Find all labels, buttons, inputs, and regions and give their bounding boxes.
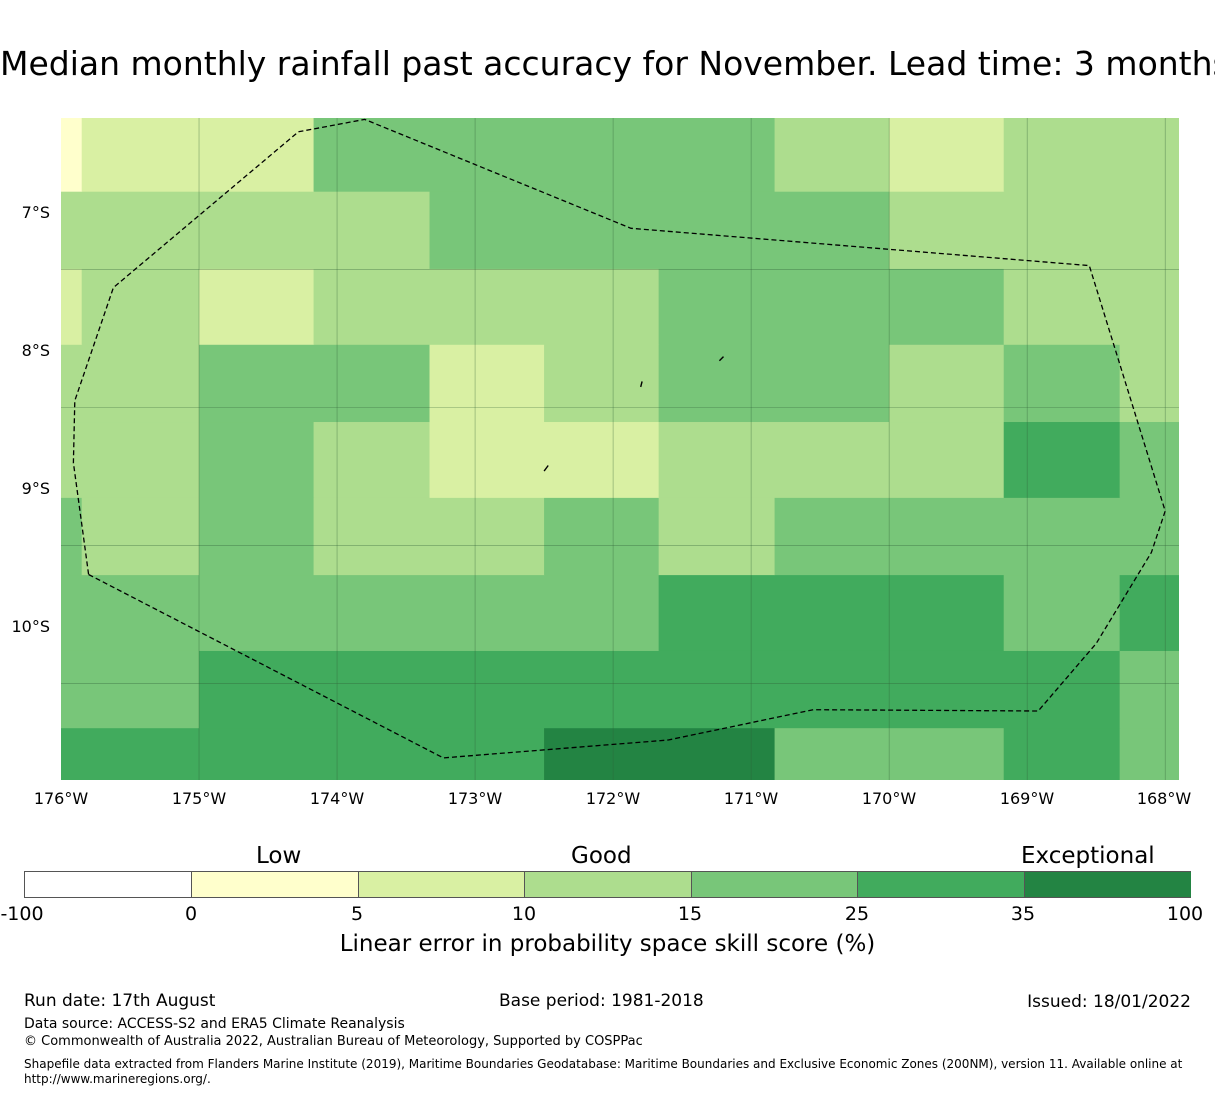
colorbar-tick: 25 — [844, 903, 870, 925]
skill-cell — [774, 118, 890, 192]
skill-cell — [61, 421, 200, 498]
map-title: Median monthly rainfall past accuracy fo… — [0, 44, 1215, 83]
skill-cell — [889, 118, 1005, 192]
skill-cell — [544, 497, 660, 576]
island-outline — [718, 356, 724, 362]
colorbar-segment — [857, 872, 1024, 897]
lat-label-8s: 8°S — [21, 341, 50, 360]
skill-cell — [889, 191, 1179, 269]
skill-cell — [199, 650, 1121, 729]
skill-cell — [429, 191, 890, 269]
skill-cell — [1119, 727, 1179, 780]
colorbar-tick: 35 — [1010, 903, 1036, 925]
copyright: © Commonwealth of Australia 2022, Austra… — [24, 1034, 643, 1049]
skill-cell — [61, 344, 200, 423]
colorbar-title: Linear error in probability space skill … — [339, 931, 876, 957]
skill-cell — [1119, 650, 1179, 729]
skill-cell — [1003, 118, 1179, 192]
skill-grid — [61, 118, 1179, 780]
colorbar-category-good: Good — [571, 843, 632, 869]
lon-label-175w: 175°W — [171, 789, 227, 808]
skill-cell — [81, 497, 200, 576]
skill-cell — [61, 727, 200, 780]
skill-cell — [81, 268, 200, 345]
skill-cell — [313, 118, 776, 192]
colorbar-category-exceptional: Exceptional — [1021, 843, 1155, 869]
skill-cell — [658, 268, 1005, 345]
graticule — [61, 118, 1179, 780]
colorbar-segment — [1024, 872, 1191, 897]
colorbar-segment — [25, 872, 192, 897]
lat-label-10s: 10°S — [11, 617, 50, 636]
skill-cell — [774, 497, 1179, 576]
skill-cell — [544, 727, 776, 780]
skill-cell — [313, 497, 545, 576]
colorbar-tick: 100 — [1166, 903, 1204, 925]
colorbar-segment — [691, 872, 858, 897]
colorbar-tick: 15 — [677, 903, 703, 925]
island-outline — [640, 381, 643, 388]
skill-cell — [429, 344, 545, 423]
lon-label-171w: 171°W — [723, 789, 779, 808]
skill-cell — [1003, 574, 1121, 651]
lon-label-174w: 174°W — [309, 789, 365, 808]
data-source: Data source: ACCESS-S2 and ERA5 Climate … — [24, 1016, 405, 1032]
skill-cell — [1003, 344, 1121, 423]
lon-label-169w: 169°W — [999, 789, 1055, 808]
skill-cell — [658, 497, 776, 576]
colorbar-category-low: Low — [256, 843, 302, 869]
skill-cell — [1119, 574, 1179, 651]
base-period: Base period: 1981-2018 — [499, 991, 704, 1011]
skill-cell — [889, 344, 1005, 423]
skill-cell — [61, 268, 83, 345]
issued-date: Issued: 18/01/2022 — [1027, 992, 1191, 1012]
skill-cell — [61, 650, 200, 729]
skill-cell — [81, 118, 315, 192]
skill-cell — [61, 497, 83, 576]
eez-boundary — [72, 118, 1166, 759]
skill-cell — [199, 344, 431, 423]
skill-cell — [544, 344, 660, 423]
skill-cell — [199, 421, 315, 498]
islands — [543, 356, 724, 472]
skill-cell — [61, 191, 431, 269]
skill-cell — [1003, 727, 1121, 780]
island-outline — [543, 465, 549, 472]
colorbar-tick: 0 — [184, 903, 198, 925]
shapefile-credit: Shapefile data extracted from Flanders M… — [24, 1057, 1183, 1071]
lon-label-176w: 176°W — [33, 789, 89, 808]
colorbar-segment — [191, 872, 358, 897]
skill-cell — [1003, 268, 1179, 345]
skill-cell — [199, 497, 315, 576]
lat-label-7s: 7°S — [21, 203, 50, 222]
skill-map — [61, 118, 1179, 780]
skill-cell — [1003, 421, 1121, 498]
colorbar-segment — [524, 872, 691, 897]
skill-cell — [658, 344, 890, 423]
skill-cell — [313, 421, 431, 498]
skill-cell — [658, 421, 1005, 498]
skill-cell — [1119, 344, 1179, 423]
colorbar-tick: 5 — [350, 903, 364, 925]
lon-label-173w: 173°W — [447, 789, 503, 808]
colorbar-segment — [358, 872, 525, 897]
lat-label-9s: 9°S — [21, 479, 50, 498]
lon-label-168w: 168°W — [1136, 789, 1192, 808]
shapefile-url: http://www.marineregions.org/. — [24, 1072, 211, 1086]
skill-cell — [61, 118, 83, 192]
colorbar-tick: 10 — [511, 903, 537, 925]
colorbar — [24, 871, 1191, 898]
colorbar-tick: -100 — [0, 903, 44, 925]
skill-cell — [199, 268, 315, 345]
skill-cell — [313, 268, 660, 345]
lon-label-172w: 172°W — [585, 789, 641, 808]
skill-cell — [61, 574, 660, 651]
lon-label-170w: 170°W — [861, 789, 917, 808]
run-date: Run date: 17th August — [24, 991, 216, 1011]
skill-cell — [658, 574, 1005, 651]
skill-cell — [429, 421, 660, 498]
